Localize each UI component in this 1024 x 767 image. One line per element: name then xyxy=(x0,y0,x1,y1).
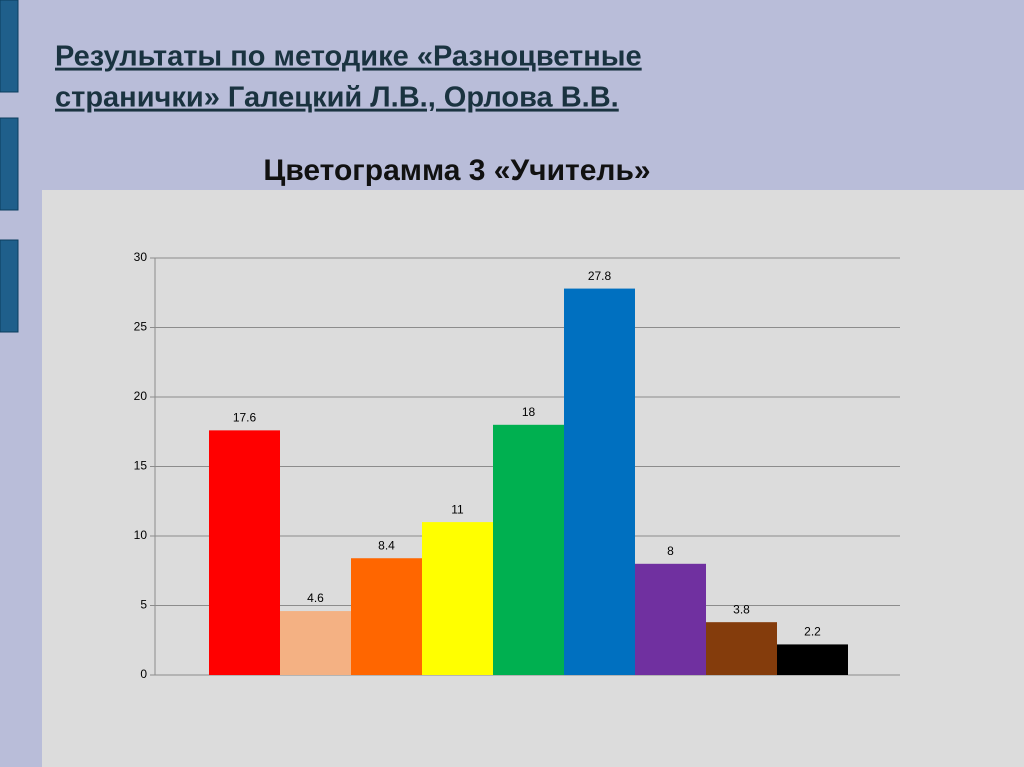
slide-title: странички» Галецкий Л.В., Орлова В.В. xyxy=(55,82,619,114)
chart-title: Цветограмма 3 «Учитель» xyxy=(263,154,650,187)
bar xyxy=(422,522,493,675)
y-tick-label: 0 xyxy=(140,667,147,681)
bar xyxy=(351,558,422,675)
y-tick-label: 5 xyxy=(140,598,147,612)
bar xyxy=(777,644,848,675)
data-label: 4.6 xyxy=(307,591,324,605)
side-bar xyxy=(0,239,19,333)
data-label: 8.4 xyxy=(378,538,395,552)
data-label: 2.2 xyxy=(804,625,821,639)
bar xyxy=(635,563,706,675)
bar xyxy=(280,611,351,675)
data-label: 17.6 xyxy=(233,411,257,425)
data-label: 3.8 xyxy=(733,602,750,616)
data-label: 8 xyxy=(667,544,674,558)
data-label: 27.8 xyxy=(588,269,612,283)
bar xyxy=(706,622,777,675)
bar xyxy=(493,424,564,675)
bar xyxy=(564,288,635,675)
slide-title: Результаты по методике «Разноцветные xyxy=(55,41,642,73)
y-tick-label: 15 xyxy=(134,459,148,473)
side-bar xyxy=(0,117,19,211)
y-tick-label: 10 xyxy=(134,528,148,542)
side-bar xyxy=(0,0,19,93)
y-tick-label: 30 xyxy=(134,250,148,264)
y-tick-label: 20 xyxy=(134,389,148,403)
data-label: 18 xyxy=(522,405,536,419)
data-label: 11 xyxy=(451,502,464,516)
bar xyxy=(209,430,280,675)
y-tick-label: 25 xyxy=(134,320,148,334)
